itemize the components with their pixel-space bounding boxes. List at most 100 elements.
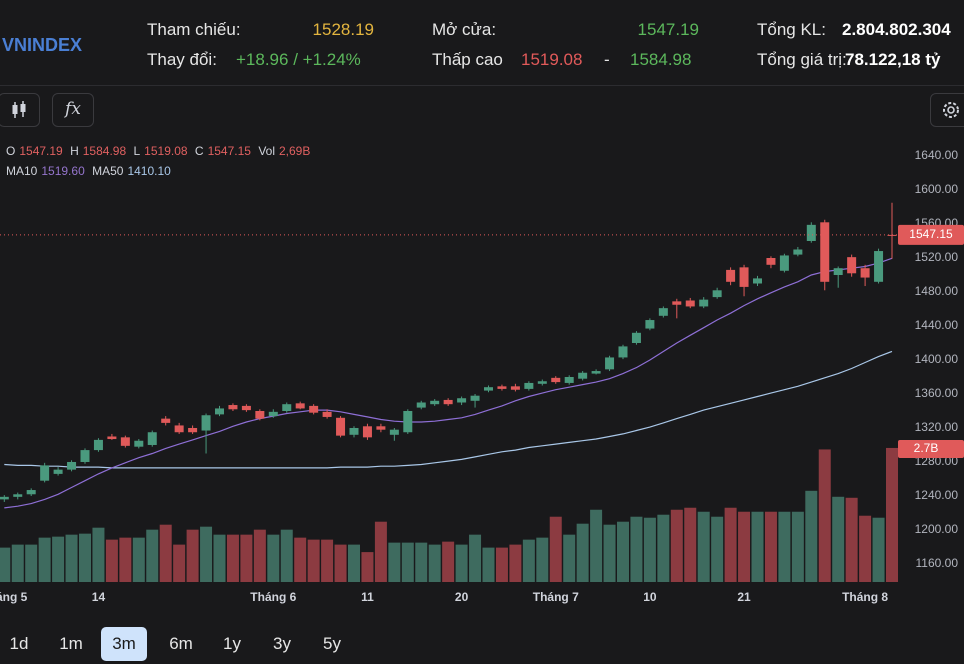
volume-bar: [374, 521, 387, 582]
candle-body: [282, 404, 292, 411]
range-button[interactable]: 1y: [223, 634, 241, 653]
candle-body: [779, 255, 789, 271]
x-tick-label: Tháng 8: [842, 590, 888, 604]
open-label: Mở cửa:: [432, 20, 497, 39]
candle-body: [860, 268, 870, 278]
x-tick-label: Tháng 7: [533, 590, 579, 604]
candle-body: [416, 402, 426, 408]
y-tick-label: 1440.00: [915, 318, 959, 332]
volume-bar: [791, 511, 804, 582]
candle-body: [484, 387, 493, 391]
volume-bar: [361, 552, 374, 582]
chart-type-button[interactable]: [0, 93, 40, 127]
y-tick-label: 1160.00: [916, 556, 959, 570]
volume-bar: [684, 507, 697, 582]
candle-body: [564, 376, 574, 383]
range-low: 1519.08: [521, 50, 583, 69]
volume-bar: [132, 537, 145, 582]
total-volume-value: 2.804.802.304: [842, 20, 951, 39]
candle-body: [134, 440, 144, 447]
legend-value: 1547.15: [207, 144, 251, 158]
legend-label: MA10: [6, 164, 38, 178]
volume-bar: [670, 509, 683, 582]
candle-body: [712, 290, 722, 298]
volume-bar: [859, 515, 872, 582]
candle-body: [376, 426, 386, 430]
volume-bar: [751, 511, 764, 582]
candle-body: [685, 300, 695, 307]
candle-body: [147, 432, 157, 445]
volume-bar: [146, 529, 159, 582]
open-value: 1547.19: [637, 20, 699, 39]
candle-body: [551, 377, 561, 383]
candle-body: [430, 400, 440, 405]
candle-body: [806, 224, 816, 242]
volume-bar: [630, 516, 643, 582]
volume-bar: [845, 497, 858, 582]
legend-label: H: [70, 144, 79, 158]
candle-body: [403, 410, 413, 433]
legend-value: 1410.10: [127, 164, 171, 178]
candle-body: [268, 411, 278, 417]
candle-body: [174, 425, 184, 433]
range-button[interactable]: 5y: [323, 634, 341, 653]
ohlc-legend: O 1547.19 H 1584.98 L 1519.08 C 1547.15 Vol 2…: [6, 144, 314, 158]
candle-body: [874, 251, 884, 282]
volume-bar: [536, 537, 549, 582]
volume-bar: [321, 539, 334, 582]
legend-label: O: [6, 144, 16, 158]
volume-bar: [253, 529, 266, 582]
volume-bar: [173, 544, 186, 582]
range-button[interactable]: 3m: [101, 627, 147, 661]
x-tick-label: 11: [361, 590, 374, 604]
legend-label: MA50: [92, 164, 124, 178]
reference-label: Tham chiếu:: [147, 20, 241, 39]
volume-bar: [522, 539, 535, 582]
legend-value: 1547.19: [19, 144, 63, 158]
candle-body: [336, 417, 346, 436]
ma10-line: [4, 257, 893, 509]
candle-body: [120, 437, 130, 446]
range-button[interactable]: 1d: [9, 634, 29, 653]
ma50-line: [4, 350, 893, 469]
volume-bar: [657, 514, 670, 582]
range-button[interactable]: 3y: [273, 634, 291, 653]
candle-body: [389, 429, 399, 435]
candle-body: [605, 357, 615, 370]
volume-bar: [415, 542, 428, 582]
volume-bar: [267, 534, 280, 582]
y-tick-label: 1520.00: [915, 250, 959, 264]
candle-body: [820, 222, 830, 282]
volume-bar: [307, 539, 320, 582]
candle-body: [93, 439, 103, 451]
volume-bar: [38, 537, 51, 582]
candle-body: [362, 426, 372, 438]
indicator-button[interactable]: fx: [52, 93, 94, 127]
candle-body: [847, 257, 857, 274]
volume-bar: [738, 511, 751, 582]
volume-tag-bg: [898, 439, 964, 458]
volume-bar: [159, 524, 172, 582]
range-button[interactable]: 6m: [169, 634, 193, 653]
volume-bar: [576, 523, 589, 582]
volume-bar: [805, 490, 818, 582]
volume-bar: [25, 544, 38, 582]
candle-body: [228, 405, 238, 410]
volume-bar: [0, 547, 11, 582]
candle-body: [833, 268, 843, 276]
candle-body: [578, 372, 588, 379]
candle-body: [309, 405, 319, 413]
range-high: 1584.98: [630, 50, 692, 69]
candle-body: [255, 410, 265, 419]
candle-body: [0, 496, 9, 500]
volume-bar: [65, 534, 78, 582]
settings-button[interactable]: [930, 93, 964, 127]
candle-body: [241, 405, 251, 411]
volume-bar: [711, 516, 724, 582]
total-volume-label: Tổng KL:: [757, 20, 826, 39]
range-separator: -: [604, 50, 610, 69]
range-button[interactable]: 1m: [59, 634, 83, 653]
candle-body: [470, 395, 480, 401]
x-tick-label: 10: [643, 590, 657, 604]
